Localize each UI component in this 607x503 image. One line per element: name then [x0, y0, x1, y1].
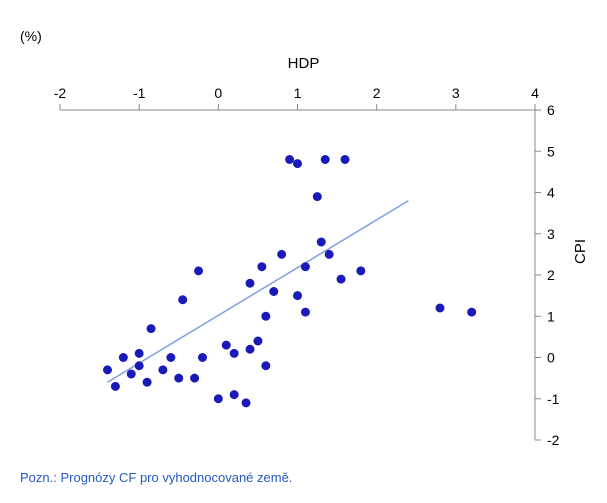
data-point	[174, 374, 183, 383]
x-tick-label: 1	[294, 85, 302, 101]
data-point	[261, 312, 270, 321]
x-tick-label: 4	[531, 85, 539, 101]
footnote: Pozn.: Prognózy CF pro vyhodnocované zem…	[20, 470, 292, 485]
data-point	[194, 266, 203, 275]
x-tick-label: 2	[373, 85, 381, 101]
data-point	[313, 192, 322, 201]
data-point	[341, 155, 350, 164]
y-tick-label: -2	[547, 432, 560, 448]
data-point	[325, 250, 334, 259]
x-tick-label: -1	[133, 85, 146, 101]
data-point	[127, 370, 136, 379]
y-tick-label: 3	[547, 226, 555, 242]
data-point	[214, 394, 223, 403]
data-point	[253, 337, 262, 346]
data-point	[257, 262, 266, 271]
data-point	[158, 365, 167, 374]
data-point	[190, 374, 199, 383]
data-point	[143, 378, 152, 387]
data-point	[261, 361, 270, 370]
data-point	[293, 159, 302, 168]
data-point	[277, 250, 286, 259]
data-point	[230, 390, 239, 399]
data-point	[293, 291, 302, 300]
data-point	[246, 345, 255, 354]
y-tick-label: 0	[547, 350, 555, 366]
x-tick-label: 3	[452, 85, 460, 101]
data-point	[166, 353, 175, 362]
y-tick-label: 6	[547, 102, 555, 118]
data-point	[242, 398, 251, 407]
trend-line	[108, 201, 409, 383]
x-tick-label: -2	[54, 85, 67, 101]
y-tick-label: 5	[547, 143, 555, 159]
data-point	[135, 349, 144, 358]
data-point	[285, 155, 294, 164]
y-tick-label: 2	[547, 267, 555, 283]
data-point	[198, 353, 207, 362]
x-tick-label: 0	[214, 85, 222, 101]
y-tick-label: -1	[547, 391, 560, 407]
data-point	[135, 361, 144, 370]
y-tick-label: 1	[547, 308, 555, 324]
data-point	[147, 324, 156, 333]
data-point	[111, 382, 120, 391]
data-point	[301, 262, 310, 271]
y-tick-label: 4	[547, 185, 555, 201]
data-point	[337, 275, 346, 284]
data-point	[246, 279, 255, 288]
data-point	[301, 308, 310, 317]
scatter-plot: -2 -1 0 1 2 3 4 -2 -1 0 1 2 3 4 5 6	[0, 0, 607, 503]
data-point	[321, 155, 330, 164]
data-point	[356, 266, 365, 275]
data-point	[317, 238, 326, 247]
data-point	[436, 304, 445, 313]
data-point	[269, 287, 278, 296]
data-point	[230, 349, 239, 358]
data-point	[178, 295, 187, 304]
chart-container: (%) HDP CPI -2-101234-2-10123456 Pozn.: …	[0, 0, 607, 503]
data-point	[467, 308, 476, 317]
data-point	[222, 341, 231, 350]
data-point	[119, 353, 128, 362]
data-point	[103, 365, 112, 374]
